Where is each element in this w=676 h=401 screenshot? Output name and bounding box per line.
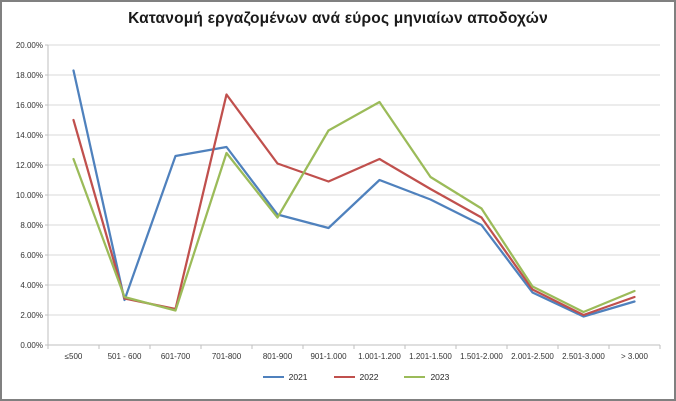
x-tick-label: > 3.000 <box>621 352 648 361</box>
x-tick-label: ≤500 <box>65 352 83 361</box>
legend-label: 2021 <box>288 372 308 382</box>
x-tick-label: 2.501-3.000 <box>562 352 605 361</box>
y-tick-label: 16.00% <box>16 101 43 110</box>
y-tick-label: 8.00% <box>20 221 43 230</box>
x-axis-ticks <box>47 345 661 349</box>
legend-label: 2023 <box>430 372 450 382</box>
x-tick-label: 1.201-1.500 <box>409 352 452 361</box>
y-tick-label: 6.00% <box>20 251 43 260</box>
x-tick-label: 2.001-2.500 <box>511 352 554 361</box>
y-tick-label: 14.00% <box>16 131 43 140</box>
x-tick-label: 1.501-2.000 <box>460 352 503 361</box>
legend-item-2021: 2021 <box>262 372 308 382</box>
series-line-2023 <box>72 100 636 314</box>
chart-title: Κατανομή εργαζομένων ανά εύρος μηνιαίων … <box>128 10 548 27</box>
x-axis-labels: ≤500 501 - 600 601-700 701-800 801-900 901-1.… <box>65 352 649 361</box>
y-tick-label: 0.00% <box>20 341 43 350</box>
y-tick-label: 18.00% <box>16 71 43 80</box>
y-tick-label: 2.00% <box>20 311 43 320</box>
legend-line-swatch <box>404 376 426 378</box>
x-tick-label: 501 - 600 <box>108 352 142 361</box>
legend-line-swatch <box>333 376 355 378</box>
x-tick-label: 701-800 <box>212 352 242 361</box>
x-tick-label: 1.001-1.200 <box>358 352 401 361</box>
x-tick-label: 801-900 <box>263 352 293 361</box>
y-tick-label: 12.00% <box>16 161 43 170</box>
y-tick-label: 4.00% <box>20 281 43 290</box>
legend-label: 2022 <box>359 372 379 382</box>
x-tick-label: 901-1.000 <box>310 352 347 361</box>
gridlines <box>48 44 660 316</box>
series-line-2021 <box>72 69 636 318</box>
legend-item-2023: 2023 <box>404 372 449 382</box>
chart-legend: 2021 2022 2023 <box>50 372 662 382</box>
legend-item-2022: 2022 <box>333 372 379 382</box>
y-tick-label: 20.00% <box>16 41 43 50</box>
x-tick-label: 601-700 <box>161 352 191 361</box>
legend-line-swatch <box>262 376 284 378</box>
y-axis-labels: 0.00% 2.00% 4.00% 6.00% 8.00% 10.00% 12.00% 14.… <box>16 41 43 350</box>
y-tick-label: 10.00% <box>16 191 43 200</box>
